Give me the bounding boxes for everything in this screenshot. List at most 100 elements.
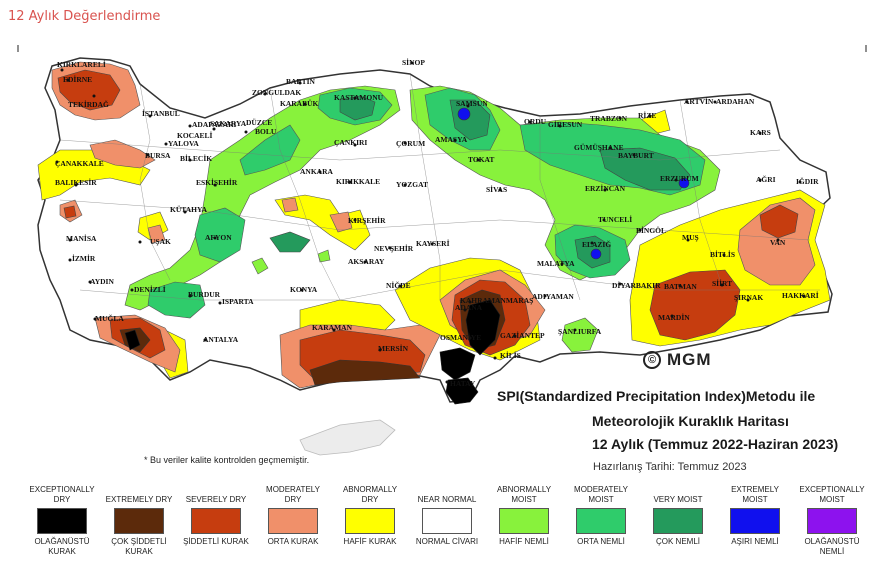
legend-label-en: EXCEPTIONALLY DRY: [29, 485, 95, 504]
legend-label-tr: ÇOK NEMLİ: [655, 537, 700, 546]
legend-swatch: [807, 508, 857, 534]
legend-swatch: [268, 508, 318, 534]
city-label: ÇANAKKALE: [55, 159, 104, 168]
city-label: NEVŞEHİR: [374, 243, 414, 253]
city-label: DÜZCE: [246, 118, 272, 127]
legend-item: ABNORMALLY DRY HAFİF KURAK: [334, 485, 406, 547]
cyprus-outline: [299, 419, 396, 456]
city-label: EDİRNE: [63, 74, 92, 84]
copyright-icon: ©: [643, 351, 661, 369]
legend-label-en: EXCEPTIONALLY MOIST: [799, 485, 865, 504]
legend-swatch: [37, 508, 87, 534]
city-label: İSTANBUL: [142, 108, 180, 118]
mgm-logo: © MGM: [643, 350, 712, 370]
legend-swatch: [653, 508, 703, 534]
city-label: MANİSA: [66, 233, 97, 243]
legend-swatch: [191, 508, 241, 534]
legend-item: MODERATELY DRY ORTA KURAK: [257, 485, 329, 547]
extremely-moist-areas: [457, 107, 690, 260]
city-label: ESKİŞEHİR: [196, 177, 238, 187]
city-label: TRABZON: [590, 114, 628, 123]
city-label: MALATYA: [537, 259, 575, 268]
legend-label-en: MODERATELY DRY: [266, 485, 320, 504]
legend-item: SEVERELY DRY ŞİDDETLİ KURAK: [180, 485, 252, 547]
city-label: AYDIN: [90, 277, 114, 286]
city-label: KARS: [750, 128, 771, 137]
city-label: SAMSUN: [456, 99, 488, 108]
city-label: HATAY: [450, 379, 476, 388]
legend-swatch: [730, 508, 780, 534]
legend-item: EXTREMELY DRY ÇOK ŞİDDETLİ KURAK: [103, 485, 175, 557]
city-label: SİNOP: [402, 57, 425, 67]
city-label: BALIKESİR: [55, 177, 97, 187]
city-label: IĞDIR: [796, 176, 819, 186]
city-label: BURSA: [145, 151, 171, 160]
legend-swatch: [114, 508, 164, 534]
city-label: ADANA: [455, 303, 483, 312]
city-label: ÇORUM: [396, 139, 425, 148]
city-label: ÇANKIRI: [334, 138, 367, 147]
city-label: ERZİNCAN: [585, 183, 626, 193]
city-label: KİLİS: [500, 350, 521, 360]
legend-item: ABNORMALLY MOIST HAFİF NEMLİ: [488, 485, 560, 547]
legend-item: EXCEPTIONALLY DRY OLAĞANÜSTÜ KURAK: [26, 485, 98, 557]
legend-label-en: EXTREMELY MOIST: [731, 485, 779, 504]
city-label: GAZİANTEP: [500, 330, 545, 340]
legend-label-en: SEVERELY DRY: [185, 495, 247, 504]
city-label: GÜMÜŞHANE: [574, 143, 624, 152]
city-label: BOLU: [255, 127, 277, 136]
city-label: ARTVİN: [684, 96, 714, 106]
legend-label-tr: AŞIRI NEMLİ: [731, 537, 779, 546]
city-label: AMASYA: [435, 135, 468, 144]
city-label: NİĞDE: [386, 280, 411, 290]
crop-marks: [17, 45, 867, 52]
city-label: YALOVA: [168, 139, 199, 148]
province-borders: [59, 73, 820, 301]
city-label: MARDİN: [658, 312, 690, 322]
legend-label-en: ABNORMALLY DRY: [342, 485, 398, 504]
legend-swatch: [422, 508, 472, 534]
city-label: MERSİN: [378, 343, 409, 353]
city-label: AĞRI: [756, 174, 776, 184]
city-label: MUŞ: [682, 233, 699, 242]
city-label: HAKKARİ: [782, 290, 819, 300]
city-label: KIRŞEHİR: [348, 215, 386, 225]
city-label: ARDAHAN: [716, 97, 755, 106]
city-label: OSMANİYE: [440, 332, 481, 342]
exceptionally-dry-areas: [124, 299, 501, 405]
city-label: ZONGULDAK: [252, 88, 301, 97]
city-label: TEKİRDAĞ: [68, 99, 109, 109]
city-label: ADAPAZARI: [192, 120, 237, 129]
city-label: ŞIRNAK: [734, 293, 763, 302]
legend-label-en: MODERATELY MOIST: [574, 485, 628, 504]
legend-label-tr: HAFİF NEMLİ: [499, 537, 549, 546]
city-label: ISPARTA: [222, 297, 254, 306]
legend-label-tr: OLAĞANÜSTÜ KURAK: [34, 537, 90, 556]
legend-label-tr: HAFİF KURAK: [343, 537, 397, 546]
legend-label-tr: ORTA NEMLİ: [577, 537, 625, 546]
city-label: ŞANLIURFA: [558, 327, 602, 336]
city-label: AFYON: [205, 233, 232, 242]
city-label: TOKAT: [468, 155, 494, 164]
legend-label-en: NEAR NORMAL: [417, 495, 477, 504]
city-label: KÜTAHYA: [170, 205, 208, 214]
city-label: TUNCELİ: [598, 214, 632, 224]
legend-label-en: ABNORMALLY MOIST: [496, 485, 552, 504]
city-label: UŞAK: [150, 237, 171, 246]
city-label: ANTALYA: [203, 335, 239, 344]
city-label: BİLECİK: [180, 153, 212, 163]
page-title: 12 Aylık Değerlendirme: [8, 9, 161, 24]
city-label: BARTIN: [286, 77, 315, 86]
city-label: KARABÜK: [280, 99, 319, 108]
legend-label-tr: OLAĞANÜSTÜ NEMLİ: [804, 537, 860, 556]
city-label: KARAMAN: [312, 323, 353, 332]
legend-swatch: [576, 508, 626, 534]
city-label: ANKARA: [300, 167, 333, 176]
legend-item: NEAR NORMAL NORMAL CİVARI: [411, 485, 483, 547]
legend-label-tr: NORMAL CİVARI: [415, 537, 479, 546]
legend-label-en: VERY MOIST: [653, 495, 703, 504]
legend-label-en: EXTREMELY DRY: [105, 495, 173, 504]
city-label: YOZGAT: [396, 180, 428, 189]
city-label: BİTLİS: [710, 249, 735, 259]
city-label: KAYSERİ: [416, 238, 450, 248]
